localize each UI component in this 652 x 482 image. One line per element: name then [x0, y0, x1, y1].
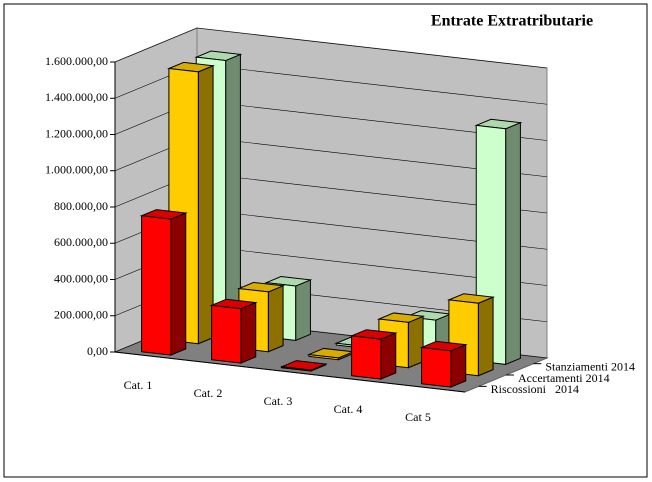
bar-side	[197, 64, 214, 345]
bar-front	[421, 346, 452, 388]
y-tick-label: 1.200.000,00	[45, 126, 108, 140]
bar-side	[225, 53, 241, 334]
y-tick-label: 1.000.000,00	[45, 163, 108, 177]
bar-side	[477, 296, 494, 377]
bar-side	[240, 301, 257, 364]
x-tick-label: Cat. 4	[334, 402, 363, 416]
bar-front	[211, 304, 242, 364]
bar-side	[407, 315, 424, 369]
bar-side	[505, 121, 521, 366]
y-tick-label: 600.000,00	[54, 235, 108, 249]
bar-side	[170, 212, 187, 356]
bar-front	[141, 215, 172, 356]
x-tick-label: Cat. 2	[194, 386, 223, 400]
grid-line	[114, 27, 548, 69]
series-label: Stanziamenti 2014	[545, 359, 635, 373]
series-label: Riscossioni 2014	[491, 382, 579, 396]
x-tick-label: Cat 5	[405, 410, 431, 424]
chart-title: Entrate Extratributarie	[431, 13, 593, 30]
bar	[279, 360, 328, 372]
x-tick-label: Cat. 3	[264, 394, 293, 408]
bar-front	[281, 366, 312, 372]
y-tick-label: 1.400.000,00	[45, 90, 108, 104]
y-tick-label: 200.000,00	[54, 308, 108, 322]
y-tick-label: 400.000,00	[54, 271, 108, 285]
y-tick-label: 1.600.000,00	[45, 54, 108, 68]
bar-side	[295, 279, 311, 342]
x-axis	[114, 351, 466, 393]
series-label: Accertamenti 2014	[518, 371, 610, 385]
bar-front	[308, 354, 339, 361]
x-tick-label: Cat. 1	[124, 378, 153, 392]
bar	[419, 340, 468, 388]
bar	[209, 298, 258, 364]
y-tick-label: 0,00	[87, 344, 108, 358]
bar-side	[267, 285, 284, 353]
bar	[139, 209, 188, 356]
bar	[349, 329, 398, 380]
bar-side	[380, 332, 397, 380]
bar-side	[450, 343, 467, 388]
y-tick-label: 800.000,00	[54, 199, 108, 213]
bar-front	[351, 335, 382, 380]
